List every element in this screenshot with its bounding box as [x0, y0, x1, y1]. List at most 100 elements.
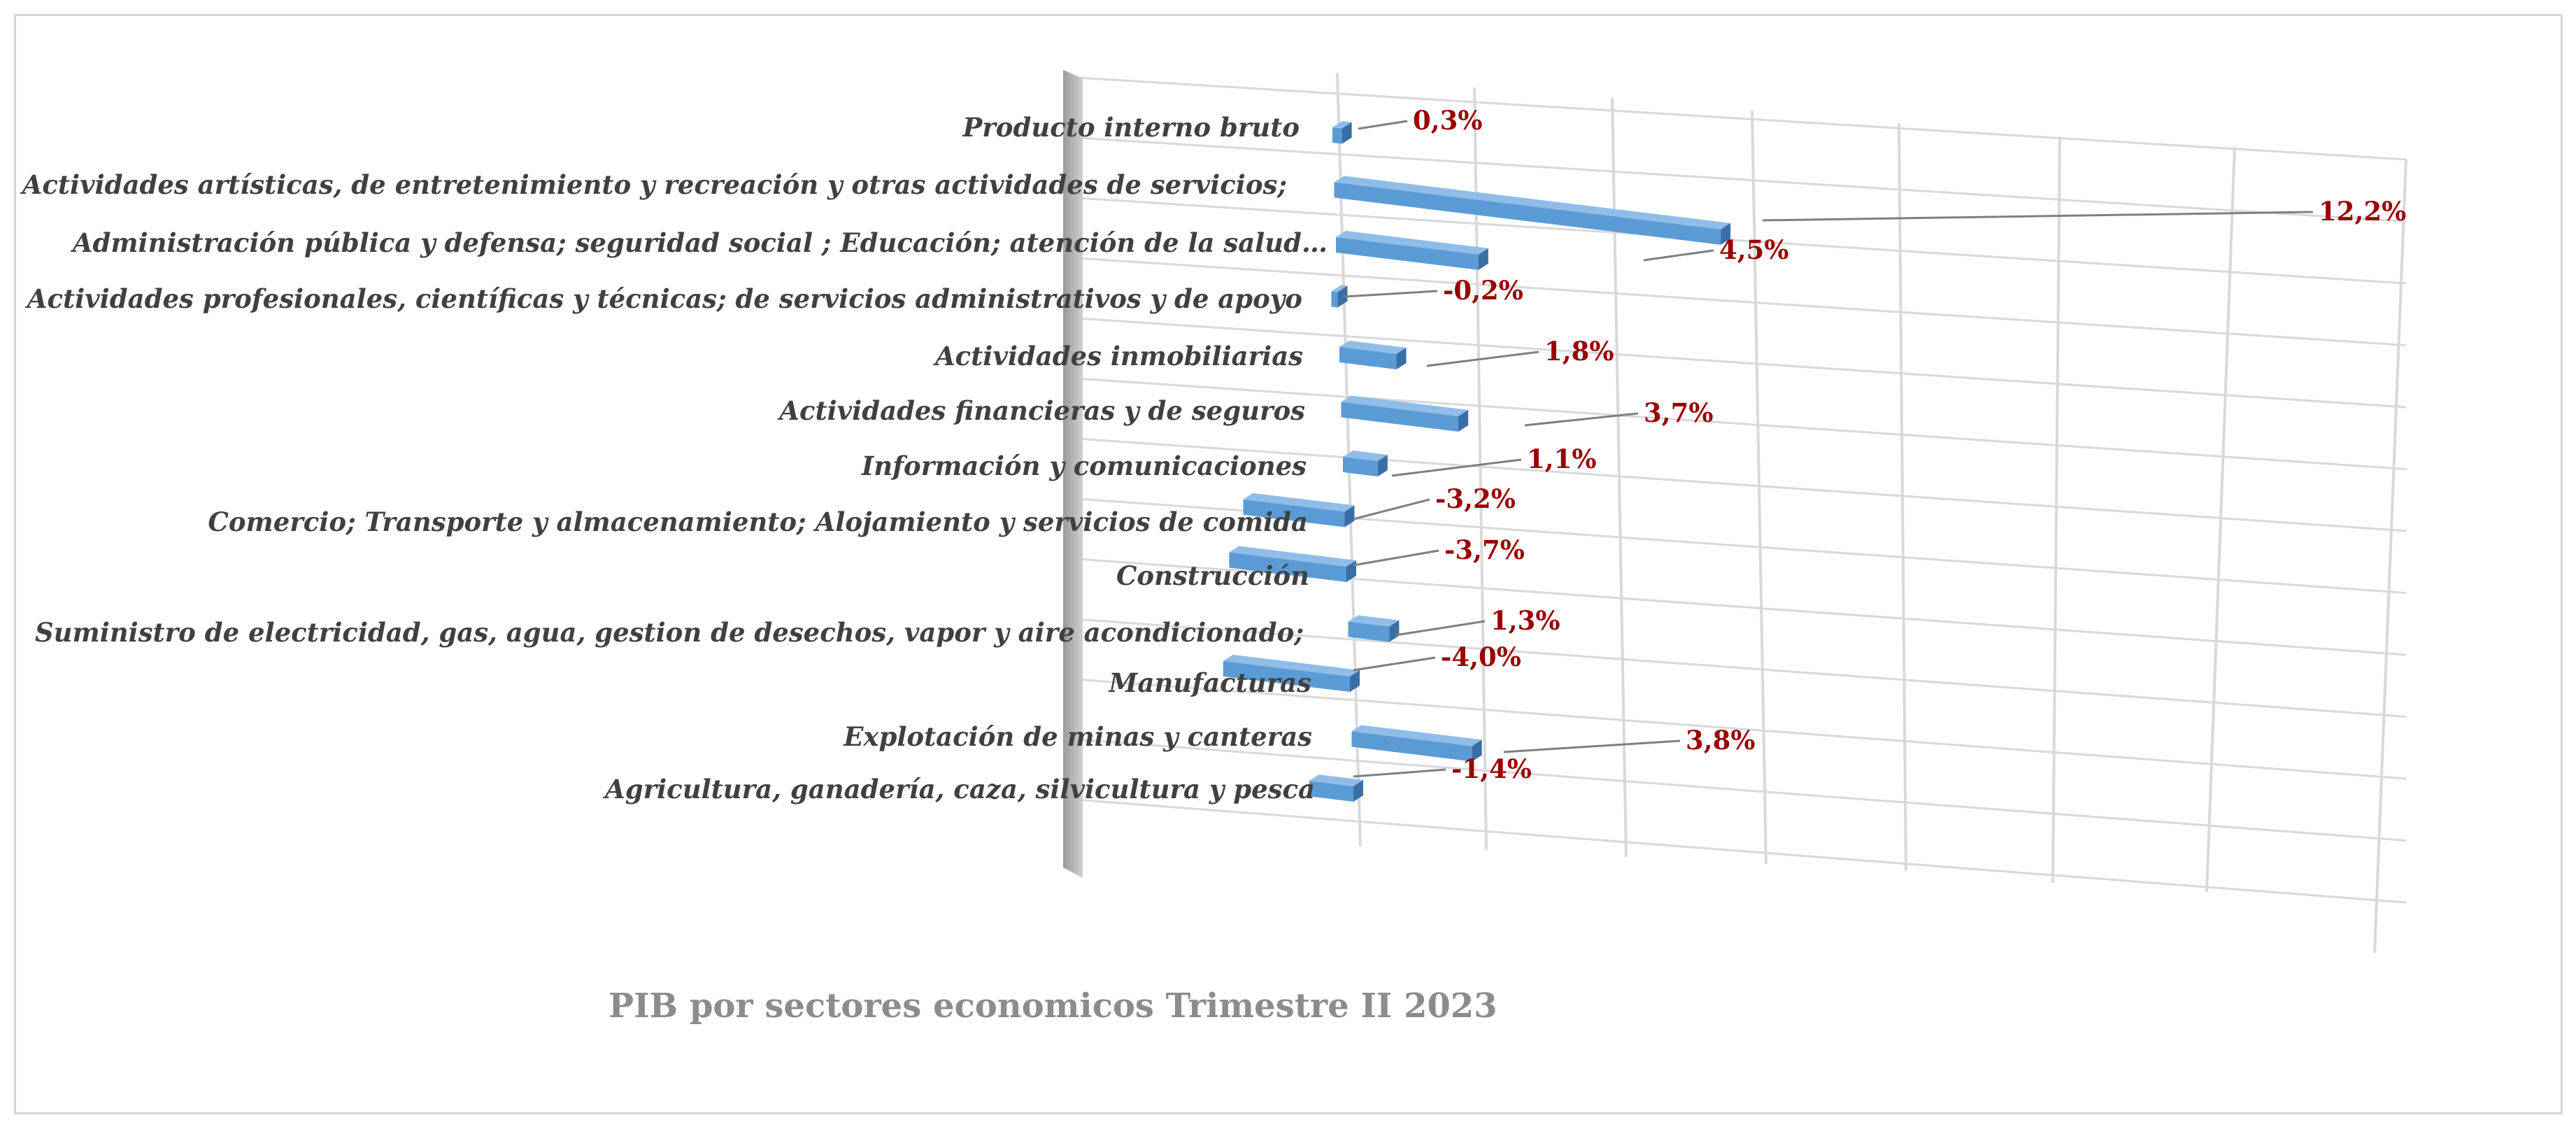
chart-title: PIB por sectores economicos Trimestre II…: [609, 986, 1497, 1026]
data-label: -1,4%: [1451, 753, 1532, 784]
bar: [1348, 621, 1390, 642]
gridline-horizontal: [1066, 196, 2407, 285]
category-label: Actividades inmobiliarias: [933, 341, 1303, 371]
gridline-horizontal: [1066, 677, 2407, 780]
bars: [1223, 121, 1731, 802]
gridline-vertical: [1751, 110, 1767, 865]
bar-end: [1350, 670, 1360, 692]
bar-top: [1343, 451, 1388, 462]
gridline-horizontal: [1066, 798, 2407, 904]
data-label: -3,7%: [1444, 534, 1525, 565]
category-label: Manufacturas: [1108, 667, 1312, 698]
leader-line: [1353, 498, 1430, 520]
bar-top: [1332, 121, 1352, 129]
bar-end: [1353, 780, 1363, 802]
gridline-horizontal: [1066, 737, 2407, 842]
leader-line: [1503, 739, 1681, 753]
gridline-horizontal: [1066, 376, 2407, 470]
bar-top: [1336, 231, 1488, 255]
data-label: 1,1%: [1527, 444, 1597, 474]
bar: [1331, 291, 1338, 308]
data-label: 0,3%: [1413, 105, 1483, 136]
bar-end: [1389, 620, 1400, 642]
gridline-vertical: [2373, 159, 2407, 954]
category-label: Producto interno bruto: [962, 112, 1300, 143]
leader-line: [1643, 249, 1714, 262]
bar-end: [1396, 347, 1407, 369]
category-label: Administración pública y defensa; seguri…: [71, 227, 1328, 258]
bar: [1243, 499, 1345, 527]
bar-top: [1334, 176, 1731, 229]
leader-line: [1391, 458, 1522, 477]
bar-end: [1344, 505, 1355, 527]
bar-top: [1309, 774, 1363, 786]
leader-line: [1426, 350, 1539, 367]
bar-end: [1721, 222, 1731, 245]
gridline-horizontal: [1066, 256, 2407, 346]
bar-top: [1223, 654, 1360, 676]
data-label: 4,5%: [1719, 234, 1789, 265]
leader-line: [1344, 290, 1438, 298]
bar: [1351, 731, 1472, 762]
data-label: 1,8%: [1544, 336, 1614, 367]
bar-end: [1478, 248, 1488, 270]
leader-line: [1762, 211, 2314, 222]
category-label: Agricultura, ganadería, caza, silvicultu…: [603, 774, 1315, 805]
data-label: -0,2%: [1443, 275, 1523, 306]
chart-left-wall: [1063, 70, 1083, 878]
leader-line: [1353, 549, 1439, 567]
bar-top: [1331, 285, 1348, 292]
leader-line: [1353, 768, 1446, 778]
category-label: Información y comunicaciones: [861, 451, 1307, 481]
category-label: Actividades profesionales, científicas y…: [25, 283, 1302, 314]
gridline-horizontal: [1066, 136, 2407, 222]
leader-lines: [1344, 120, 2314, 778]
gridline-vertical: [2051, 136, 2061, 884]
data-label: -3,2%: [1435, 483, 1516, 514]
bar-end: [1458, 409, 1469, 432]
bar: [1343, 457, 1378, 477]
bar-top: [1341, 395, 1469, 416]
gridlines: [1066, 73, 2407, 954]
bar-top: [1243, 492, 1355, 512]
bar-end: [1472, 739, 1482, 762]
bar-top: [1339, 341, 1407, 354]
bar-end: [1342, 122, 1352, 144]
bar: [1339, 347, 1397, 369]
bar: [1223, 660, 1350, 692]
leader-line: [1358, 120, 1408, 130]
leader-line: [1524, 412, 1639, 427]
gridline-horizontal: [1066, 617, 2407, 718]
data-label: 1,3%: [1490, 605, 1560, 636]
bar: [1336, 237, 1479, 270]
gridline-horizontal: [1066, 76, 2407, 161]
bar-end: [1377, 455, 1388, 477]
gridline-horizontal: [1066, 437, 2407, 532]
category-label: Construcción: [1116, 560, 1309, 591]
bar-top: [1229, 546, 1356, 567]
bar: [1332, 127, 1342, 144]
data-label: 3,8%: [1686, 725, 1756, 756]
category-label: Suministro de electricidad, gas, agua, g…: [35, 617, 1304, 648]
category-label: Actividades financieras y de seguros: [777, 395, 1305, 426]
bar-top: [1351, 725, 1482, 746]
category-label: Actividades artísticas, de entretenimien…: [20, 169, 1287, 200]
data-label: 3,7%: [1644, 397, 1714, 428]
data-label: -4,0%: [1441, 642, 1521, 672]
bar-top: [1348, 615, 1400, 627]
chart-wall: [1063, 70, 1083, 878]
gridline-vertical: [1898, 122, 1907, 872]
gridline-horizontal: [1066, 316, 2407, 409]
bar-end: [1337, 285, 1348, 308]
category-label: Comercio; Transporte y almacenamiento; A…: [208, 506, 1308, 537]
bar: [1229, 552, 1346, 582]
leader-line: [1353, 656, 1436, 672]
category-label: Explotación de minas y canteras: [843, 721, 1312, 752]
labels: 0,3% 12,2% 4,5% -0,2% 1,8% 3,7% 1,1% -3,2% -3,7%…: [20, 105, 2407, 805]
bar: [1334, 182, 1721, 245]
bar: [1341, 402, 1459, 432]
leader-line: [1395, 620, 1486, 637]
data-label: 12,2%: [2319, 196, 2406, 227]
bar: [1309, 781, 1353, 802]
